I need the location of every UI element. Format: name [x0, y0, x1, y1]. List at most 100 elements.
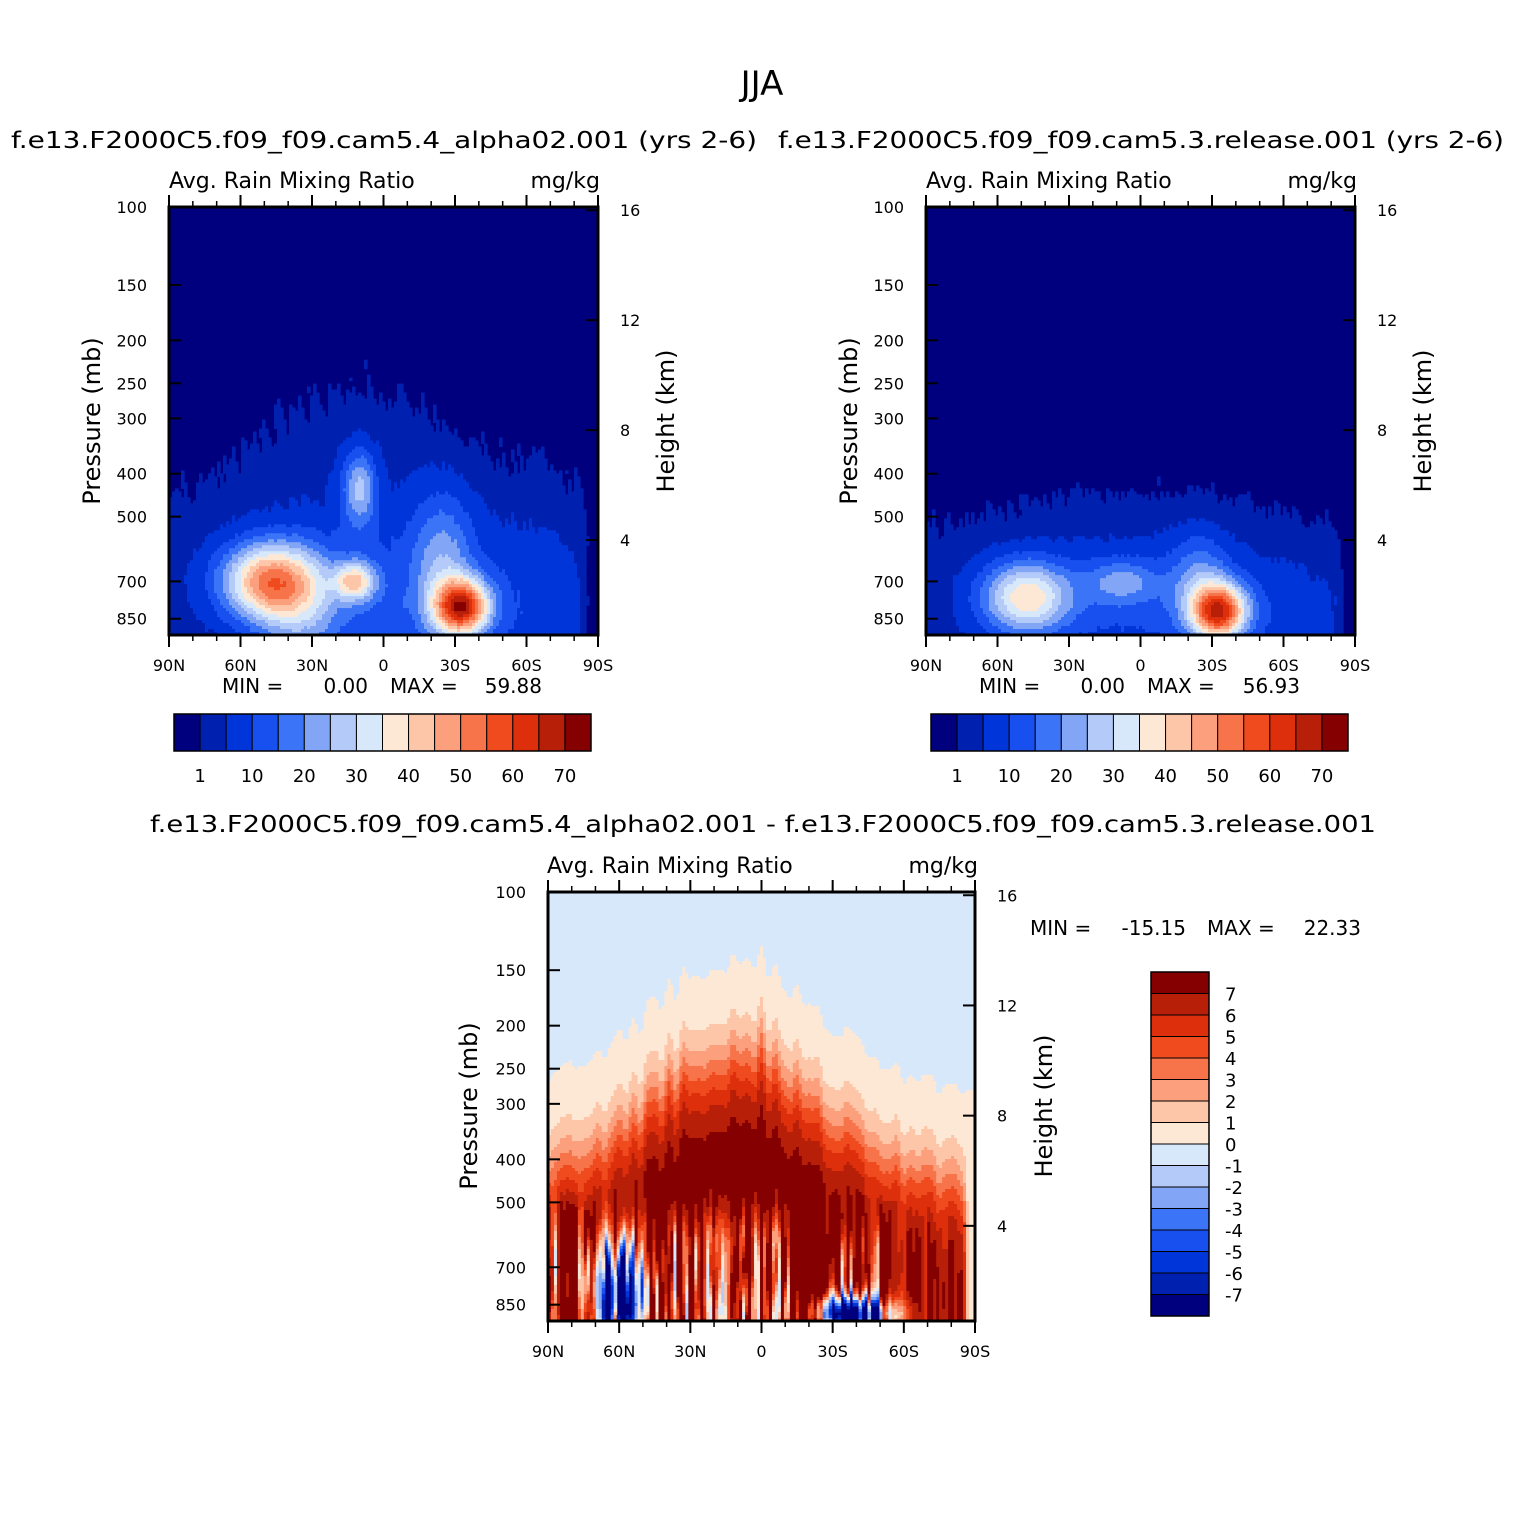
contour-cell	[349, 479, 359, 483]
contour-cell	[760, 1051, 764, 1055]
contour-cell	[957, 1084, 975, 1088]
contour-cell	[307, 494, 326, 498]
contour-cell	[864, 1156, 884, 1160]
contour-cell	[673, 1159, 677, 1163]
contour-cell	[664, 1069, 669, 1073]
contour-cell	[187, 584, 206, 588]
contour-cell	[463, 473, 509, 477]
contour-cell	[700, 976, 707, 980]
contour-cell	[792, 991, 800, 995]
contour-cell	[1238, 614, 1242, 618]
contour-cell	[487, 506, 584, 510]
contour-cell	[864, 1048, 975, 1052]
contour-cell	[469, 515, 500, 519]
contour-cell	[229, 623, 245, 627]
contour-cell	[1052, 500, 1065, 504]
contour-cell	[1235, 611, 1239, 615]
contour-cell	[777, 1102, 782, 1106]
contour-cell	[1226, 593, 1230, 597]
contour-cell	[688, 1111, 692, 1115]
contour-cell	[490, 614, 497, 618]
contour-cell	[601, 1174, 609, 1178]
contour-cell	[328, 608, 338, 612]
contour-cell	[771, 1060, 779, 1064]
contour-cell	[592, 1144, 603, 1148]
contour-cell	[951, 1156, 955, 1160]
contour-cell	[565, 1192, 576, 1196]
contour-cell	[548, 1078, 552, 1082]
contour-cell	[472, 521, 503, 525]
contour-cell	[1013, 602, 1044, 606]
contour-cell	[214, 590, 224, 594]
contour-cell	[442, 617, 446, 621]
contour-cell	[637, 1189, 645, 1193]
contour-cell	[421, 566, 431, 570]
contour-cell	[622, 1174, 627, 1178]
contour-cell	[864, 1165, 881, 1169]
contour-cell	[346, 575, 362, 579]
contour-cell	[484, 599, 488, 603]
contour-cell	[1256, 593, 1266, 597]
contour-cell	[1121, 605, 1164, 609]
contour-cell	[613, 1189, 618, 1193]
contour-cell	[490, 593, 497, 597]
contour-cell	[478, 542, 563, 546]
contour-cell	[998, 605, 1008, 609]
contour-cell	[583, 1210, 591, 1214]
contour-cell	[1178, 545, 1221, 549]
contour-cell	[953, 578, 975, 582]
contour-cell	[748, 1093, 758, 1097]
contour-cell	[205, 584, 215, 588]
contour-cell	[646, 1108, 660, 1112]
contour-cell	[712, 1192, 755, 1196]
contour-cell	[798, 1147, 824, 1151]
contour-cell	[926, 599, 954, 603]
contour-cell	[442, 428, 449, 433]
contour-cell	[247, 611, 257, 615]
contour-cell	[667, 988, 675, 992]
contour-cell	[679, 1120, 731, 1124]
contour-cell	[548, 1123, 558, 1127]
contour-cell	[367, 578, 371, 582]
contour-cell	[367, 386, 374, 391]
contour-cell	[634, 1123, 645, 1127]
contour-cell	[825, 1147, 845, 1151]
contour-cell	[864, 1051, 975, 1055]
contour-cell	[757, 1006, 764, 1010]
contour-cell	[912, 1177, 925, 1181]
contour-cell	[169, 521, 227, 525]
contour-cell	[253, 554, 269, 558]
contour-cell	[843, 1117, 851, 1121]
contour-cell	[328, 548, 389, 552]
contour-cell	[508, 578, 581, 582]
contour-cell	[259, 581, 269, 585]
contour-cell	[1220, 527, 1335, 531]
contour-cell	[466, 608, 470, 612]
contour-cell	[220, 617, 236, 621]
contour-cell	[616, 1084, 624, 1088]
contour-cell	[936, 1159, 946, 1163]
contour-cell	[1223, 596, 1230, 600]
contour-cell	[1115, 491, 1119, 495]
contour-cell	[915, 1078, 922, 1082]
contour-cell	[1070, 557, 1092, 561]
contour-cell	[780, 1036, 860, 1040]
contour-cell	[974, 578, 987, 582]
contour-cell	[673, 1081, 680, 1085]
contour-cell	[1316, 515, 1320, 519]
contour-cell	[804, 1003, 809, 1007]
contour-cell	[971, 608, 984, 612]
contour-cell	[499, 584, 512, 588]
contour-cell	[1091, 491, 1101, 495]
contour-cell	[864, 1126, 901, 1130]
contour-cell	[864, 1045, 975, 1049]
contour-cell	[643, 1132, 651, 1136]
contour-cell	[1175, 599, 1182, 603]
colorbar-box	[930, 713, 958, 752]
contour-cell	[613, 1036, 624, 1040]
contour-cell	[1073, 620, 1173, 624]
contour-cell	[1232, 596, 1236, 600]
contour-cell	[1199, 614, 1203, 618]
contour-cell	[706, 1198, 710, 1202]
contour-cell	[1127, 554, 1131, 558]
